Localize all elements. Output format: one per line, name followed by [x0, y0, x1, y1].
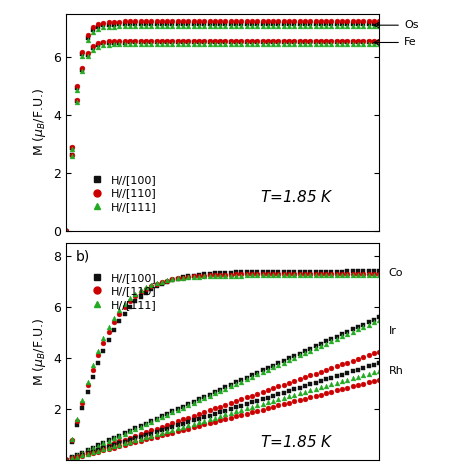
Y-axis label: M ($\mu_B$/F.U.): M ($\mu_B$/F.U.) — [31, 88, 48, 156]
Text: Fe: Fe — [404, 37, 417, 47]
Text: b): b) — [76, 250, 90, 264]
Text: Rh: Rh — [389, 366, 403, 376]
Text: Os: Os — [404, 20, 419, 30]
Legend: H//[100], H//[110], H//[111]: H//[100], H//[110], H//[111] — [82, 171, 162, 216]
Text: $T$=1.85 K: $T$=1.85 K — [260, 434, 334, 450]
Text: Ir: Ir — [389, 326, 396, 336]
Legend: H//[100], H//[110], H//[111]: H//[100], H//[110], H//[111] — [82, 268, 162, 314]
Y-axis label: M ($\mu_B$/F.U.): M ($\mu_B$/F.U.) — [31, 318, 48, 386]
Text: $T$=1.85 K: $T$=1.85 K — [260, 190, 334, 205]
Text: Co: Co — [389, 268, 403, 278]
